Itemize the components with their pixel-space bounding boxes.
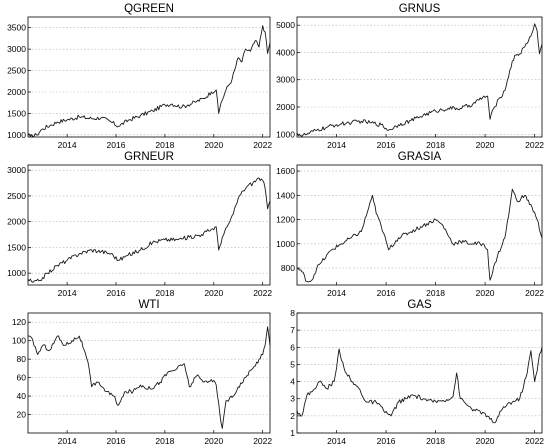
- y-tick-label: 1000: [7, 268, 26, 278]
- plot-frame: [27, 164, 271, 286]
- y-tick-label: 100: [12, 336, 26, 346]
- y-tick-label: 8: [290, 308, 295, 318]
- series-line: [27, 25, 271, 138]
- series-line: [296, 347, 543, 424]
- series-line: [296, 23, 543, 137]
- y-tick-label: 1: [290, 428, 295, 438]
- series-line: [27, 177, 271, 283]
- x-tick-label: 2020: [204, 436, 223, 446]
- plot-frame: [296, 312, 543, 434]
- y-tick-label: 1600: [276, 166, 295, 176]
- y-tick-label: 1200: [276, 215, 295, 225]
- chart-title: GRNUS: [399, 3, 441, 15]
- x-tick-label: 2016: [107, 288, 126, 298]
- y-tick-label: 7: [290, 325, 295, 335]
- y-tick-label: 3: [290, 394, 295, 404]
- x-tick-label: 2022: [525, 140, 544, 150]
- y-tick-label: 1500: [7, 108, 26, 118]
- x-tick-label: 2022: [253, 436, 272, 446]
- y-tick-label: 3500: [7, 23, 26, 33]
- series-line: [296, 188, 543, 283]
- x-tick-label: 2018: [426, 140, 445, 150]
- y-tick-label: 5: [290, 359, 295, 369]
- x-tick-label: 2016: [377, 140, 396, 150]
- y-tick-label: 2000: [276, 102, 295, 112]
- x-tick-label: 2016: [377, 288, 396, 298]
- x-tick-label: 2014: [58, 140, 77, 150]
- y-tick-label: 120: [12, 317, 26, 327]
- x-tick-label: 2022: [253, 140, 272, 150]
- y-tick-label: 1000: [7, 130, 26, 140]
- y-tick-label: 60: [17, 373, 27, 383]
- plot-frame: [27, 312, 271, 434]
- chart-title: QGREEN: [124, 3, 174, 15]
- y-tick-label: 2000: [7, 87, 26, 97]
- x-tick-label: 2022: [253, 288, 272, 298]
- x-tick-label: 2014: [327, 436, 346, 446]
- y-tick-label: 20: [17, 410, 27, 420]
- y-tick-label: 2: [290, 411, 295, 421]
- y-tick-label: 1000: [276, 239, 295, 249]
- y-tick-label: 1500: [7, 242, 26, 252]
- y-tick-label: 3000: [7, 44, 26, 54]
- y-tick-label: 40: [17, 391, 27, 401]
- chart-title: GRASIA: [398, 151, 442, 163]
- x-tick-label: 2020: [476, 436, 495, 446]
- x-tick-label: 2018: [426, 436, 445, 446]
- y-tick-label: 1000: [276, 129, 295, 139]
- x-tick-label: 2014: [327, 140, 346, 150]
- x-tick-label: 2016: [377, 436, 396, 446]
- plot-frame: [27, 16, 271, 138]
- chart-title: WTI: [138, 299, 159, 311]
- plot-frame: [296, 16, 543, 138]
- x-tick-label: 2022: [525, 288, 544, 298]
- y-tick-label: 5000: [276, 20, 295, 30]
- y-tick-label: 2500: [7, 66, 26, 76]
- panel-grneur: GRNEUR 1000 1500 2000 2500 3000 2014 2016 2018 20…: [7, 151, 272, 298]
- x-tick-label: 2020: [476, 288, 495, 298]
- x-tick-label: 2018: [155, 288, 174, 298]
- panel-wti: WTI 20 40 60 80 100 120 2014 2016 2018 2020 2022: [12, 299, 273, 446]
- y-tick-label: 2000: [7, 217, 26, 227]
- x-tick-label: 2020: [476, 140, 495, 150]
- x-tick-label: 2016: [107, 436, 126, 446]
- y-tick-label: 2500: [7, 191, 26, 201]
- chart-title: GAS: [407, 299, 432, 311]
- x-tick-label: 2018: [426, 288, 445, 298]
- y-tick-label: 800: [281, 263, 295, 273]
- x-tick-label: 2016: [107, 140, 126, 150]
- panel-gas: GAS 1 2 3 4 5 6 7 8 2014 2016 2018 2020 2022: [290, 299, 544, 446]
- x-tick-label: 2018: [155, 436, 174, 446]
- x-tick-label: 2020: [204, 140, 223, 150]
- x-tick-label: 2020: [204, 288, 223, 298]
- panel-grnus: GRNUS 1000 2000 3000 4000 5000 2014 2016 2018 202…: [276, 3, 544, 150]
- panel-qgreen: QGREEN 1000 1500 2000 2500 3000 3500 2014 2016 20…: [7, 3, 272, 150]
- x-tick-label: 2014: [327, 288, 346, 298]
- series-line: [27, 326, 271, 429]
- x-tick-label: 2014: [58, 436, 77, 446]
- y-tick-label: 4000: [276, 47, 295, 57]
- y-tick-label: 6: [290, 342, 295, 352]
- y-tick-label: 1400: [276, 190, 295, 200]
- panel-grasia: GRASIA 800 1000 1200 1400 1600 2014 2016 2018 202…: [276, 151, 544, 298]
- x-tick-label: 2014: [58, 288, 77, 298]
- y-tick-label: 3000: [276, 75, 295, 85]
- x-tick-label: 2022: [525, 436, 544, 446]
- y-tick-label: 3000: [7, 165, 26, 175]
- x-tick-label: 2018: [155, 140, 174, 150]
- y-tick-label: 4: [290, 377, 295, 387]
- chart-title: GRNEUR: [124, 151, 174, 163]
- y-tick-label: 80: [17, 354, 27, 364]
- plot-frame: [296, 164, 543, 286]
